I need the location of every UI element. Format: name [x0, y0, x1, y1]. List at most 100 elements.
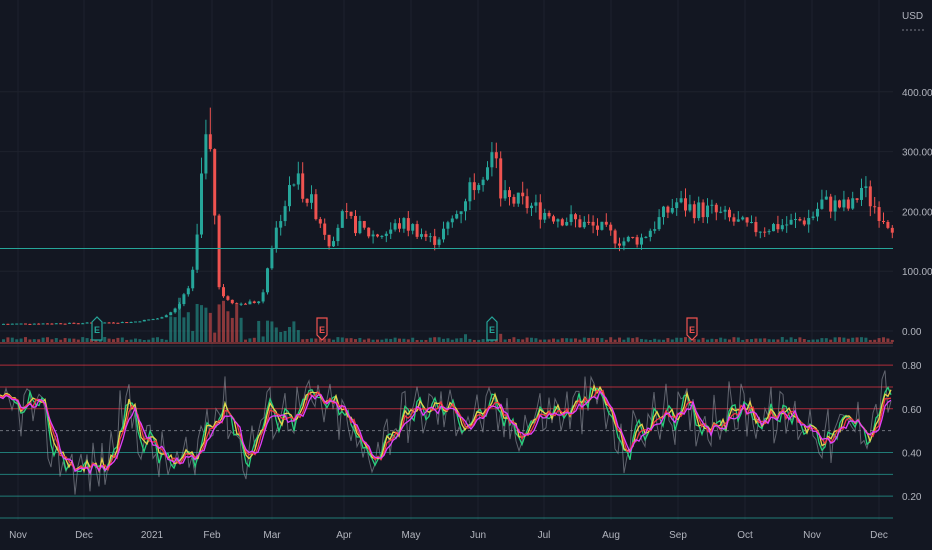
candle [736, 211, 740, 222]
candle [406, 211, 410, 237]
earnings-marker-3[interactable]: E [686, 317, 698, 341]
candle [446, 220, 450, 236]
volume-bar [701, 337, 705, 342]
candle [274, 221, 278, 253]
candle [358, 215, 362, 235]
oscillator-axis[interactable]: 0.80 0.60 0.40 0.20 [902, 361, 922, 503]
candle [464, 198, 467, 221]
earnings-marker-1[interactable]: E [316, 317, 328, 341]
earnings-marker-0[interactable]: E [91, 316, 103, 341]
volume-bar [728, 339, 731, 342]
candle [402, 217, 406, 233]
volume-bar [191, 330, 195, 342]
volume-bar [657, 339, 661, 342]
volume-bar [886, 338, 890, 342]
candle [169, 311, 173, 316]
time-tick-label: Aug [602, 530, 620, 541]
time-tick-label: Dec [870, 530, 888, 541]
candle [54, 323, 58, 325]
candle [226, 295, 230, 301]
volume-bar [116, 337, 120, 342]
candle [411, 223, 415, 235]
volume-bar [283, 330, 287, 342]
osc-tick-label: 0.60 [902, 405, 922, 416]
volume-bar [648, 339, 652, 342]
candle [142, 319, 146, 322]
time-axis[interactable]: Nov Dec 2021 Feb Mar Apr May Jun Jul Aug Sep Oct Nov… [9, 530, 888, 541]
volume-bar [446, 338, 450, 342]
volume-bar [538, 339, 542, 342]
volume-bar [420, 339, 423, 342]
candle [468, 177, 472, 211]
candle [890, 225, 894, 239]
candle [420, 228, 423, 240]
candle [530, 202, 533, 217]
volume-bar [164, 339, 168, 342]
candle [472, 173, 476, 200]
volume-bar [301, 339, 305, 342]
candle [877, 201, 881, 228]
price-axis[interactable]: USD 400.00 300.00 200.00 100.00 0.00 [902, 11, 932, 338]
volume-bar [855, 337, 859, 342]
candle [798, 217, 802, 222]
volume-bar [68, 338, 71, 342]
candle [873, 196, 877, 214]
volume-bar [807, 339, 811, 342]
price-tick-label: 400.00 [902, 88, 932, 99]
earnings-marker-2[interactable]: E [486, 316, 498, 341]
candle [398, 217, 401, 233]
oscillator-pane [0, 364, 893, 519]
candle [455, 210, 459, 220]
candle [763, 227, 767, 238]
candle [692, 200, 696, 224]
candle [600, 221, 604, 231]
candle [380, 235, 384, 239]
volume-bar [76, 339, 80, 342]
volume-bar [310, 338, 313, 342]
volume-bar [719, 337, 723, 342]
volume-bar [472, 339, 476, 342]
volume-bar [829, 339, 833, 342]
volume-bar [706, 339, 709, 342]
volume-bar [596, 337, 599, 342]
candle [248, 299, 252, 305]
candle [217, 213, 221, 290]
candle [428, 232, 432, 243]
osc-tick-label: 0.20 [902, 492, 922, 503]
volume-bar [393, 337, 397, 342]
candlesticks [2, 107, 894, 325]
volume-bar [468, 338, 472, 342]
candle [76, 323, 80, 325]
candle [314, 189, 318, 221]
volume-bar [107, 338, 111, 342]
volume-bar [499, 333, 503, 342]
volume-bar [314, 338, 318, 342]
candle [424, 230, 428, 242]
price-tick-label: 300.00 [902, 148, 932, 159]
candle [164, 314, 168, 318]
candle [59, 323, 63, 325]
time-tick-label: Feb [203, 530, 221, 541]
volume-bar [569, 338, 573, 342]
osc-tick-label: 0.80 [902, 361, 922, 372]
volume-bar [288, 327, 291, 342]
candle [257, 300, 261, 305]
volume-bar [477, 339, 481, 342]
time-tick-label: Oct [737, 530, 753, 541]
volume-bar [741, 339, 745, 342]
candle [723, 205, 727, 220]
volume-bar [459, 338, 463, 342]
candle [860, 178, 863, 206]
candle [68, 322, 71, 324]
candle [129, 321, 133, 324]
candle [750, 215, 753, 224]
volume-bar [19, 338, 23, 342]
volume-bar [125, 339, 129, 342]
candle [732, 213, 736, 226]
volume-bar [376, 339, 379, 342]
earnings-marker-label: E [319, 325, 325, 335]
candle [767, 229, 771, 235]
candle [6, 323, 10, 325]
candle [283, 200, 287, 227]
candle [613, 228, 617, 250]
